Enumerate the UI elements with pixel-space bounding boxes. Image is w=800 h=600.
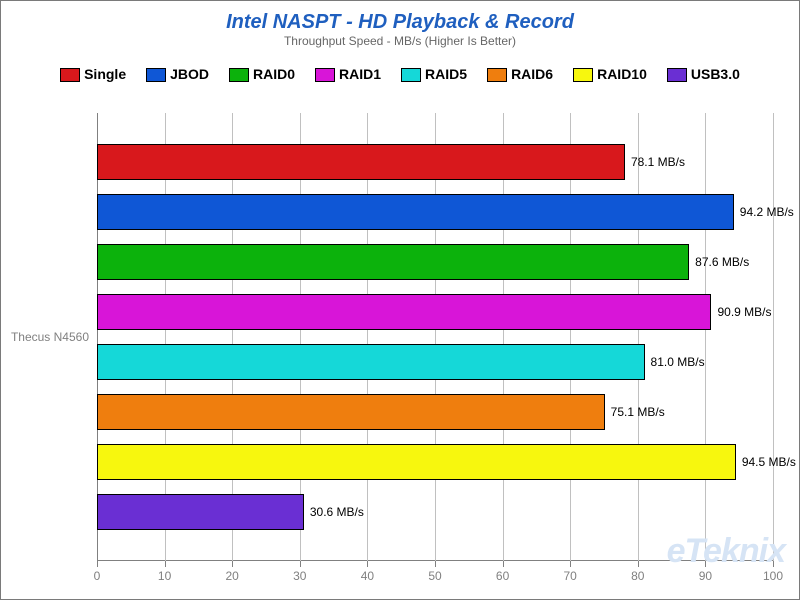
x-tick-label: 70 <box>564 569 577 583</box>
legend-swatch-icon <box>401 68 421 82</box>
legend-label: RAID6 <box>511 66 553 82</box>
legend-swatch-icon <box>60 68 80 82</box>
x-tickmark <box>435 561 436 567</box>
x-tickmark <box>97 561 98 567</box>
x-tickmark <box>570 561 571 567</box>
gridline <box>570 113 571 561</box>
x-tick-label: 60 <box>496 569 509 583</box>
legend-label: RAID0 <box>253 66 295 82</box>
bar-value-label: 94.2 MB/s <box>740 205 794 219</box>
bar-value-label: 30.6 MB/s <box>310 505 364 519</box>
legend-label: RAID5 <box>425 66 467 82</box>
legend-item-raid1: RAID1 <box>315 66 381 82</box>
x-tick-label: 0 <box>94 569 101 583</box>
x-tickmark <box>638 561 639 567</box>
x-tickmark <box>503 561 504 567</box>
x-tick-label: 90 <box>699 569 712 583</box>
legend-swatch-icon <box>573 68 593 82</box>
legend-item-raid6: RAID6 <box>487 66 553 82</box>
x-tick-label: 40 <box>361 569 374 583</box>
bar-jbod <box>97 194 734 230</box>
legend-item-raid10: RAID10 <box>573 66 647 82</box>
bar-value-label: 94.5 MB/s <box>742 455 796 469</box>
legend-item-raid5: RAID5 <box>401 66 467 82</box>
x-tickmark <box>367 561 368 567</box>
x-tick-label: 50 <box>428 569 441 583</box>
chart-subtitle: Throughput Speed - MB/s (Higher Is Bette… <box>1 34 799 48</box>
bar-raid10 <box>97 444 736 480</box>
x-tickmark <box>232 561 233 567</box>
legend-label: USB3.0 <box>691 66 740 82</box>
legend-item-jbod: JBOD <box>146 66 209 82</box>
legend: Single JBOD RAID0 RAID1 RAID5 RAID6 RAID10 USB3… <box>1 48 799 94</box>
legend-swatch-icon <box>146 68 166 82</box>
gridline <box>435 113 436 561</box>
x-tickmark <box>773 561 774 567</box>
bar-raid6 <box>97 394 605 430</box>
chart-container: Intel NASPT - HD Playback & Record Throu… <box>0 0 800 600</box>
legend-item-usb30: USB3.0 <box>667 66 740 82</box>
bar-raid1 <box>97 294 711 330</box>
bar-value-label: 87.6 MB/s <box>695 255 749 269</box>
x-tick-label: 100 <box>763 569 783 583</box>
bar-raid5 <box>97 344 645 380</box>
x-tickmark <box>165 561 166 567</box>
bar-value-label: 81.0 MB/s <box>651 355 705 369</box>
bar-usb30 <box>97 494 304 530</box>
x-tickmark <box>705 561 706 567</box>
legend-swatch-icon <box>315 68 335 82</box>
x-tick-label: 30 <box>293 569 306 583</box>
legend-item-single: Single <box>60 66 126 82</box>
plot-area: Thecus N4560 010203040506070809010078.1 … <box>97 113 773 561</box>
y-axis-category-label: Thecus N4560 <box>11 330 97 344</box>
gridline <box>503 113 504 561</box>
chart-title: Intel NASPT - HD Playback & Record <box>1 11 799 34</box>
legend-swatch-icon <box>667 68 687 82</box>
bar-single <box>97 144 625 180</box>
bar-value-label: 75.1 MB/s <box>611 405 665 419</box>
legend-swatch-icon <box>487 68 507 82</box>
gridline <box>367 113 368 561</box>
bar-raid0 <box>97 244 689 280</box>
x-tickmark <box>300 561 301 567</box>
x-tick-label: 20 <box>226 569 239 583</box>
legend-label: RAID1 <box>339 66 381 82</box>
bar-value-label: 78.1 MB/s <box>631 155 685 169</box>
x-tick-label: 80 <box>631 569 644 583</box>
legend-label: RAID10 <box>597 66 647 82</box>
gridline <box>705 113 706 561</box>
gridline <box>638 113 639 561</box>
bar-value-label: 90.9 MB/s <box>717 305 771 319</box>
gridline <box>773 113 774 561</box>
legend-swatch-icon <box>229 68 249 82</box>
x-tick-label: 10 <box>158 569 171 583</box>
legend-item-raid0: RAID0 <box>229 66 295 82</box>
legend-label: Single <box>84 66 126 82</box>
legend-label: JBOD <box>170 66 209 82</box>
title-block: Intel NASPT - HD Playback & Record Throu… <box>1 1 799 48</box>
